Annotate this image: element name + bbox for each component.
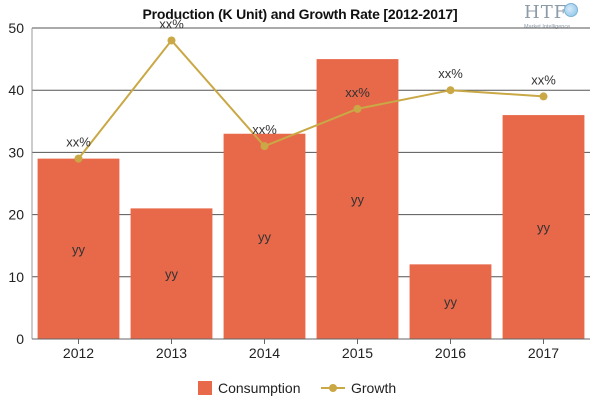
y-tick-label: 40 xyxy=(8,82,24,98)
growth-point-2014 xyxy=(260,142,269,151)
legend-swatch-consumption xyxy=(198,381,212,395)
growth-point-2017 xyxy=(539,92,548,101)
legend-label-consumption: Consumption xyxy=(218,380,301,396)
htf-logo: HTF Market Intelligence xyxy=(524,2,584,36)
bar-2017 xyxy=(502,115,585,339)
growth-point-2015 xyxy=(353,104,362,113)
x-tick-label: 2015 xyxy=(342,345,373,361)
y-tick-label: 50 xyxy=(8,20,24,36)
legend-line-growth xyxy=(321,381,345,395)
bar-2016 xyxy=(409,264,492,339)
legend-item-growth[interactable]: Growth xyxy=(321,378,396,398)
y-tick-label: 10 xyxy=(8,269,24,285)
growth-point-2016 xyxy=(446,86,455,95)
legend-label-growth: Growth xyxy=(351,380,397,396)
bar-2014 xyxy=(223,133,306,339)
growth-data-label: xx% xyxy=(438,66,463,81)
x-tick-label: 2014 xyxy=(249,345,280,361)
globe-icon xyxy=(564,3,578,17)
chart-title: Production (K Unit) and Growth Rate [201… xyxy=(142,6,458,22)
growth-point-2013 xyxy=(167,36,176,45)
bar-data-label: yy xyxy=(444,295,458,310)
bar-data-label: yy xyxy=(537,220,551,235)
bar-data-label: yy xyxy=(258,229,272,244)
bar-data-label: yy xyxy=(351,192,365,207)
x-tick-label: 2016 xyxy=(435,345,466,361)
legend-item-consumption[interactable]: Consumption xyxy=(198,378,301,398)
bar-2013 xyxy=(130,208,213,339)
y-tick-label: 0 xyxy=(16,331,24,347)
legend: Consumption Growth xyxy=(0,378,600,398)
y-tick-label: 20 xyxy=(8,207,24,223)
x-tick-label: 2017 xyxy=(528,345,559,361)
growth-data-label: xx% xyxy=(531,72,556,87)
bar-data-label: yy xyxy=(72,242,86,257)
growth-data-label: xx% xyxy=(159,16,184,31)
logo-mark: HTF xyxy=(524,2,568,23)
y-tick-label: 30 xyxy=(8,144,24,160)
x-tick-label: 2013 xyxy=(156,345,187,361)
growth-data-label: xx% xyxy=(66,135,91,150)
growth-line xyxy=(77,38,544,160)
growth-data-label: xx% xyxy=(252,122,277,137)
growth-data-label: xx% xyxy=(345,85,370,100)
x-tick-label: 2012 xyxy=(63,345,94,361)
bar-2012 xyxy=(37,158,120,339)
bar-data-label: yy xyxy=(165,267,179,282)
growth-point-2012 xyxy=(74,154,83,163)
logo-subtitle: Market Intelligence xyxy=(524,24,571,30)
